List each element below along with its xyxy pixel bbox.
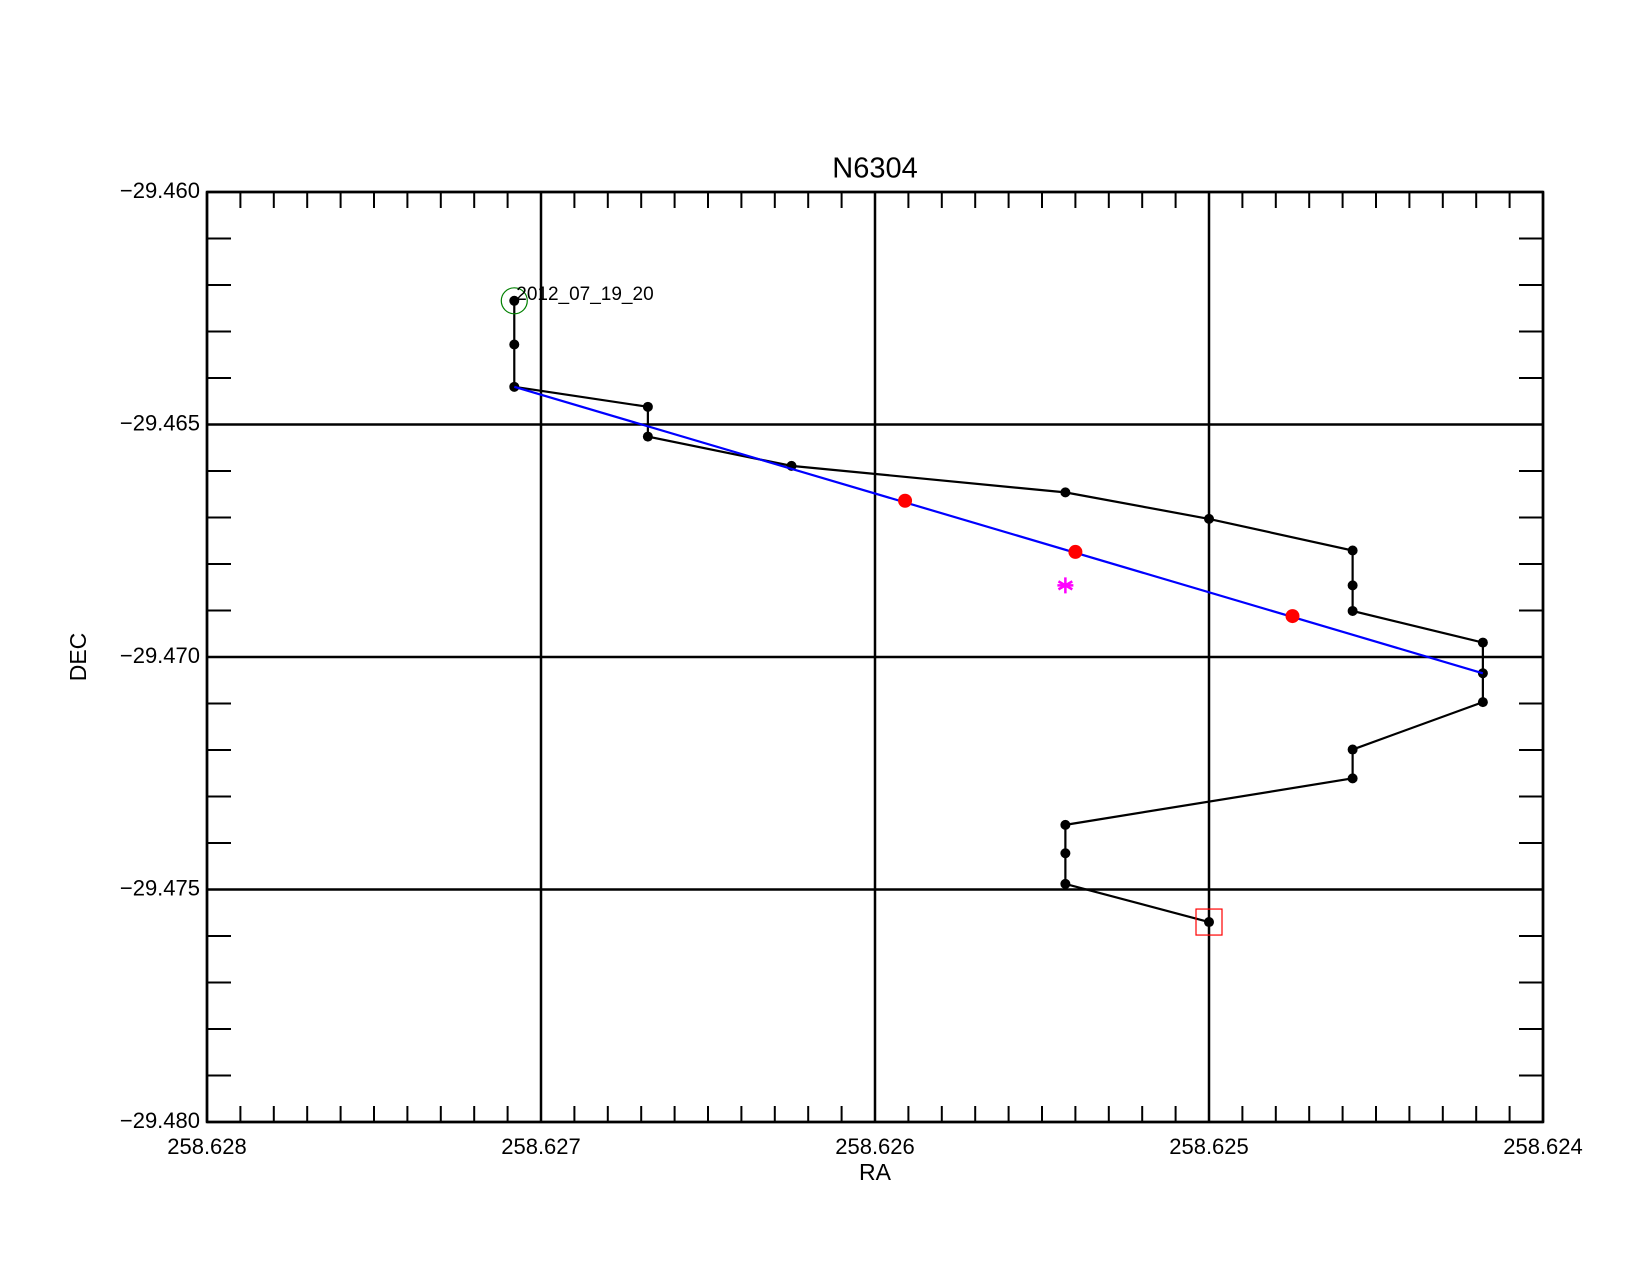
x-tick-label: 258.625 — [1169, 1134, 1249, 1159]
x-tick-label: 258.628 — [167, 1134, 247, 1159]
point — [1060, 878, 1071, 889]
point — [898, 493, 913, 508]
point — [1347, 773, 1358, 784]
series-line — [513, 385, 1484, 675]
point — [509, 295, 520, 306]
x-tick-label: 258.624 — [1503, 1134, 1583, 1159]
point — [1477, 697, 1488, 708]
point — [642, 431, 653, 442]
x-tick-label: 258.627 — [501, 1134, 581, 1159]
end-marker — [1195, 908, 1223, 936]
point — [1347, 744, 1358, 755]
point — [1060, 819, 1071, 830]
point — [1285, 609, 1300, 624]
y-tick-label: −29.470 — [120, 643, 200, 668]
x-tick-label: 258.626 — [835, 1134, 915, 1159]
point — [1060, 487, 1071, 498]
point — [1068, 544, 1083, 559]
point — [1347, 545, 1358, 556]
point — [509, 339, 520, 350]
point — [1347, 580, 1358, 591]
point — [1204, 513, 1214, 524]
y-tick-label: −29.480 — [120, 1108, 200, 1133]
annotation: 2012_07_19_20 — [516, 284, 653, 305]
chart-title: N6304 — [832, 153, 917, 185]
y-axis-label: DEC — [65, 633, 91, 682]
star-point — [1057, 577, 1074, 594]
y-tick-label: −29.475 — [120, 875, 200, 900]
y-tick-label: −29.465 — [120, 410, 200, 435]
x-axis-label: RA — [859, 1159, 892, 1185]
point — [642, 401, 653, 412]
y-tick-label: −29.460 — [120, 178, 200, 203]
point — [1060, 848, 1071, 859]
plot-frame — [205, 190, 1545, 1124]
point — [1204, 917, 1214, 928]
series-line — [513, 300, 1484, 924]
start-marker — [500, 287, 528, 315]
point — [1347, 605, 1358, 616]
point — [1477, 637, 1488, 648]
